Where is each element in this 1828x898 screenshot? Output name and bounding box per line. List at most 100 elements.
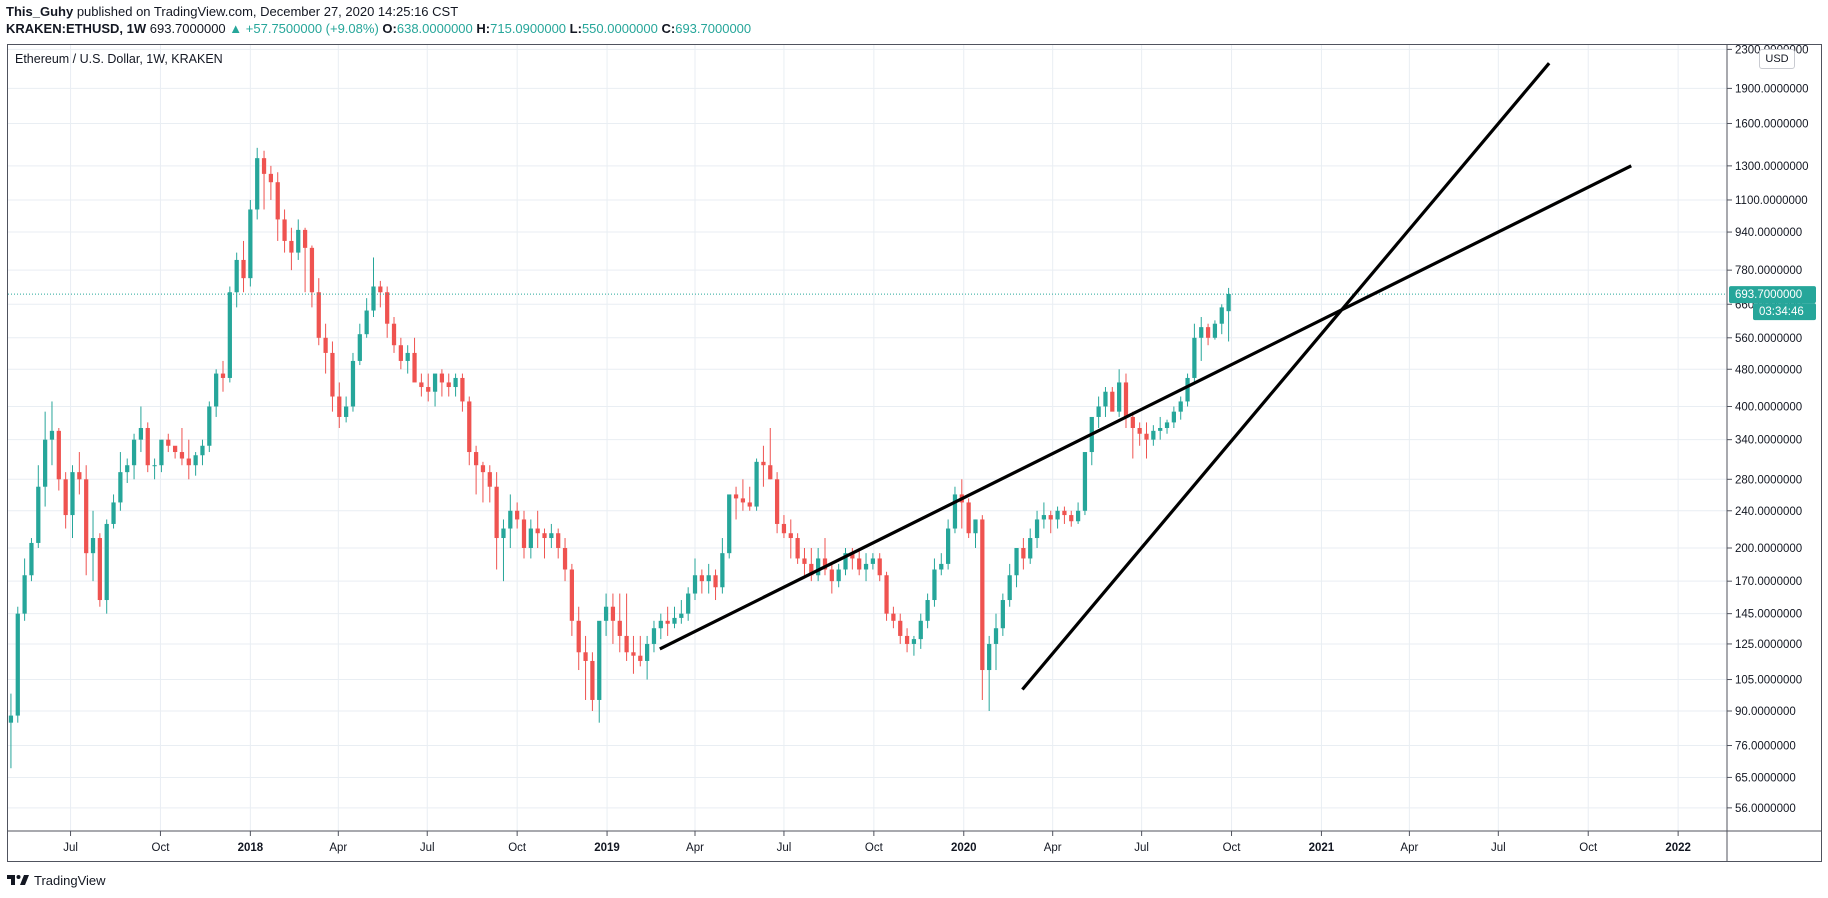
candle-body[interactable] xyxy=(727,494,732,554)
candle-body[interactable] xyxy=(939,563,944,570)
candle-body[interactable] xyxy=(186,458,191,466)
candle-body[interactable] xyxy=(29,542,34,576)
candle-body[interactable] xyxy=(918,620,923,640)
candle-body[interactable] xyxy=(43,439,48,487)
candle-body[interactable] xyxy=(556,533,561,548)
candle-body[interactable] xyxy=(987,643,992,671)
candle-body[interactable] xyxy=(911,639,917,644)
candle-body[interactable] xyxy=(651,628,657,644)
candle-body[interactable] xyxy=(1158,427,1163,431)
candle-body[interactable] xyxy=(952,494,958,529)
candle-body[interactable] xyxy=(850,553,855,559)
candle-body[interactable] xyxy=(1103,391,1108,407)
candle-body[interactable] xyxy=(152,465,157,467)
candle-body[interactable] xyxy=(104,523,109,601)
candle-body[interactable] xyxy=(1205,327,1211,338)
candle-body[interactable] xyxy=(460,377,465,402)
candle-body[interactable] xyxy=(542,533,547,539)
candle-body[interactable] xyxy=(877,558,882,576)
candle-body[interactable] xyxy=(207,406,212,446)
candle-body[interactable] xyxy=(761,461,766,466)
candle-body[interactable] xyxy=(330,352,335,397)
candle-body[interactable] xyxy=(747,502,752,507)
trend-line[interactable] xyxy=(1021,62,1551,691)
candle-body[interactable] xyxy=(77,472,82,480)
candle-body[interactable] xyxy=(391,323,397,346)
candle-body[interactable] xyxy=(90,538,96,554)
candle-body[interactable] xyxy=(1096,406,1101,417)
candle-body[interactable] xyxy=(610,606,616,621)
candle-body[interactable] xyxy=(1178,401,1183,412)
candle-body[interactable] xyxy=(385,292,390,324)
candle-body[interactable] xyxy=(1130,416,1135,428)
candle-body[interactable] xyxy=(980,519,985,671)
candle-body[interactable] xyxy=(446,382,451,388)
currency-button[interactable]: USD xyxy=(1759,49,1795,69)
candle-body[interactable] xyxy=(665,620,670,624)
candle-body[interactable] xyxy=(49,430,55,440)
candle-body[interactable] xyxy=(296,229,301,253)
candle-body[interactable] xyxy=(350,360,356,407)
candle-body[interactable] xyxy=(1055,510,1060,520)
candle-body[interactable] xyxy=(1034,519,1040,539)
candle-body[interactable] xyxy=(316,292,321,338)
candle-body[interactable] xyxy=(166,439,171,446)
candle-body[interactable] xyxy=(809,563,814,576)
trend-line[interactable] xyxy=(659,164,1632,651)
candle-body[interactable] xyxy=(515,510,520,520)
candle-body[interactable] xyxy=(1062,510,1067,516)
candle-body[interactable] xyxy=(282,219,287,241)
candle-body[interactable] xyxy=(97,538,102,601)
candle-body[interactable] xyxy=(774,479,780,524)
candle-body[interactable] xyxy=(309,247,315,293)
candle-body[interactable] xyxy=(111,502,116,524)
candle-body[interactable] xyxy=(15,613,20,716)
candle-body[interactable] xyxy=(713,575,718,588)
candle-body[interactable] xyxy=(1219,307,1224,324)
candle-body[interactable] xyxy=(562,547,568,570)
candle-body[interactable] xyxy=(617,620,622,636)
candle-body[interactable] xyxy=(1212,323,1218,338)
candle-body[interactable] xyxy=(1164,422,1170,428)
candle-body[interactable] xyxy=(857,558,862,570)
candle-body[interactable] xyxy=(405,352,410,361)
candle-body[interactable] xyxy=(946,528,951,564)
candle-body[interactable] xyxy=(795,538,800,559)
candle-body[interactable] xyxy=(973,519,978,534)
candle-body[interactable] xyxy=(159,439,164,466)
candle-body[interactable] xyxy=(645,643,650,661)
candle-body[interactable] xyxy=(289,240,294,253)
candle-body[interactable] xyxy=(480,465,486,473)
candle-body[interactable] xyxy=(125,465,130,473)
candle-body[interactable] xyxy=(357,334,362,361)
candle-body[interactable] xyxy=(658,620,663,629)
candle-body[interactable] xyxy=(781,523,787,534)
candle-body[interactable] xyxy=(1021,547,1026,559)
candle-body[interactable] xyxy=(138,427,144,440)
candle-body[interactable] xyxy=(884,575,889,614)
candle-body[interactable] xyxy=(1144,433,1149,440)
candle-body[interactable] xyxy=(1028,538,1033,559)
candle-body[interactable] xyxy=(1082,452,1088,511)
candle-body[interactable] xyxy=(993,628,999,644)
candle-body[interactable] xyxy=(8,715,14,723)
candle-body[interactable] xyxy=(1123,382,1129,417)
candle-body[interactable] xyxy=(843,553,848,570)
candle-body[interactable] xyxy=(822,558,828,570)
candle-body[interactable] xyxy=(898,620,903,636)
candle-body[interactable] xyxy=(692,575,698,594)
candle-body[interactable] xyxy=(699,575,704,582)
candle-body[interactable] xyxy=(1041,515,1047,520)
candle-body[interactable] xyxy=(508,510,513,529)
candle-body[interactable] xyxy=(1192,337,1197,378)
candle-body[interactable] xyxy=(227,292,232,378)
candle-body[interactable] xyxy=(590,660,595,700)
candle-body[interactable] xyxy=(432,373,438,392)
candle-body[interactable] xyxy=(337,396,342,417)
candle-body[interactable] xyxy=(1185,377,1190,402)
candle-body[interactable] xyxy=(364,310,369,335)
candle-body[interactable] xyxy=(220,373,226,378)
candle-body[interactable] xyxy=(323,337,328,353)
candle-body[interactable] xyxy=(172,445,178,453)
